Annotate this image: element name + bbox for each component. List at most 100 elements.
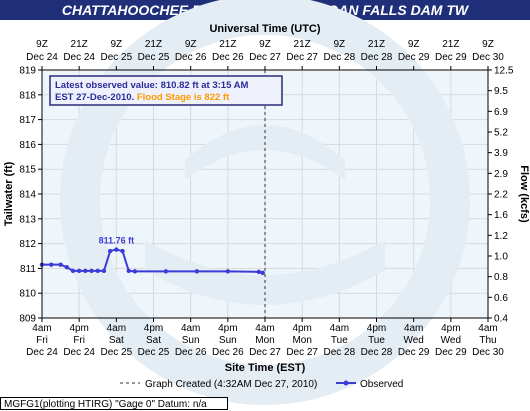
top-tick-label: 9Z <box>408 39 420 50</box>
y-left-tick-label: 810 <box>19 289 36 300</box>
observed-point <box>163 269 169 274</box>
observed-point <box>89 268 94 274</box>
top-tick-date: Dec 28 <box>323 52 355 63</box>
observed-point <box>101 268 107 274</box>
observed-point <box>49 262 54 267</box>
top-tick-date: Dec 24 <box>26 52 58 63</box>
bottom-tick-day: Fri <box>36 335 48 346</box>
top-tick-date: Dec 26 <box>212 52 244 63</box>
observed-point <box>107 248 113 254</box>
bottom-tick-day: Sun <box>182 335 200 346</box>
top-tick-label: 9Z <box>36 39 48 50</box>
y-left-label: Tailwater (ft) <box>3 161 15 226</box>
bottom-tick-date: Dec 29 <box>435 347 467 358</box>
observed-point <box>120 248 125 254</box>
observed-point <box>58 262 63 267</box>
bottom-tick-time: 4pm <box>441 323 460 334</box>
latest-value-legend: Latest observed value: 810.82 ft at 3:15… <box>49 75 283 106</box>
top-tick-date: Dec 28 <box>361 52 393 63</box>
top-tick-date: Dec 26 <box>175 52 207 63</box>
axes: 809 810 811 812 813 814 815 816 817 818 819 0.4 0.6 0… <box>19 39 514 358</box>
top-tick-label: 21Z <box>219 39 236 50</box>
observed-point <box>83 268 88 274</box>
top-tick-date: Dec 27 <box>249 52 281 63</box>
legend-date: EST 27-Dec-2010. <box>55 92 137 103</box>
bottom-tick-day: Fri <box>73 335 85 346</box>
top-tick-label: 9Z <box>110 39 122 50</box>
legend-latest-line1: Latest observed value: 810.82 ft at 3:15… <box>55 80 249 91</box>
bottom-tick-day: Sat <box>109 335 124 346</box>
bottom-axis-label: Site Time (EST) <box>225 362 306 374</box>
bottom-tick-date: Dec 27 <box>249 347 281 358</box>
bottom-tick-time: 4pm <box>292 323 311 334</box>
y-left-tick-label: 817 <box>19 115 36 126</box>
y-right-tick-label: 1.6 <box>494 210 508 221</box>
bottom-tick-date: Dec 30 <box>472 347 504 358</box>
bottom-tick-time: 4pm <box>144 323 163 334</box>
y-right-tick-label: 0.6 <box>494 293 508 304</box>
observed-point <box>260 270 265 276</box>
y-left-tick-label: 814 <box>19 190 36 201</box>
observed-point <box>76 268 82 274</box>
bottom-tick-time: 4am <box>255 323 274 334</box>
top-tick-date: Dec 25 <box>138 52 170 63</box>
bottom-tick-day: Mon <box>255 335 274 346</box>
bottom-tick-day: Tue <box>331 335 348 346</box>
watermark-ring <box>60 0 470 405</box>
top-tick-date: Dec 30 <box>472 52 504 63</box>
legend-latest-line2: EST 27-Dec-2010. Flood Stage is 822 ft <box>55 92 230 103</box>
bottom-tick-day: Wed <box>403 335 423 346</box>
y-left-tick-label: 811 <box>20 264 36 275</box>
top-tick-date: Dec 27 <box>286 52 318 63</box>
y-right-tick-label: 9.5 <box>494 86 508 97</box>
observed-point <box>64 264 69 270</box>
observed-point <box>132 269 138 274</box>
bottom-tick-time: 4pm <box>69 323 88 334</box>
legend-flood-stage: Flood Stage is 822 ft <box>137 92 230 103</box>
observed-point <box>126 268 131 274</box>
peak-label: 811.76 ft <box>99 236 135 246</box>
graph-created-legend-label: Graph Created (4:32AM Dec 27, 2010) <box>145 379 317 390</box>
bottom-tick-day: Mon <box>292 335 311 346</box>
y-right-tick-label: 1.2 <box>494 231 508 242</box>
bottom-tick-date: Dec 24 <box>63 347 95 358</box>
bottom-tick-date: Dec 29 <box>398 347 430 358</box>
observed-point <box>114 247 119 252</box>
bottom-tick-time: 4am <box>32 323 51 334</box>
bottom-tick-time: 4pm <box>367 323 386 334</box>
watermark-wave <box>145 240 385 305</box>
bottom-tick-date: Dec 25 <box>138 347 170 358</box>
observed-legend-marker <box>343 380 349 386</box>
top-tick-date: Dec 29 <box>435 52 467 63</box>
y-left-tick-label: 815 <box>19 165 36 176</box>
y-left-tick-label: 818 <box>19 90 36 101</box>
bottom-tick-date: Dec 26 <box>175 347 207 358</box>
bottom-tick-day: Thu <box>479 335 496 346</box>
bottom-tick-time: 4am <box>404 323 423 334</box>
observed-legend-label: Observed <box>360 379 403 390</box>
bottom-tick-day: Sun <box>219 335 237 346</box>
bottom-tick-date: Dec 28 <box>361 347 393 358</box>
y-right-tick-label: 1.0 <box>494 252 508 263</box>
y-right-tick-label: 2.9 <box>494 169 508 180</box>
bottom-tick-day: Sat <box>146 335 161 346</box>
bottom-tick-time: 4am <box>478 323 497 334</box>
y-left-tick-label: 816 <box>19 140 36 151</box>
observed-point <box>70 268 76 274</box>
bottom-tick-date: Dec 24 <box>26 347 58 358</box>
bottom-tick-time: 4am <box>181 323 200 334</box>
bottom-tick-time: 4am <box>107 323 126 334</box>
bottom-tick-date: Dec 26 <box>212 347 244 358</box>
top-tick-label: 21Z <box>442 39 459 50</box>
bottom-tick-date: Dec 25 <box>100 347 132 358</box>
y-left-tick-label: 819 <box>19 66 36 77</box>
axis-labels: Universal Time (UTC) Site Time (EST) Tailw… <box>3 23 530 374</box>
observed-series: 811.76 ft <box>39 70 266 318</box>
top-tick-label: 21Z <box>368 39 385 50</box>
y-left-tick-label: 809 <box>19 314 36 325</box>
bottom-tick-day: Tue <box>368 335 385 346</box>
y-left-tick-label: 812 <box>19 239 36 250</box>
footer-datum: MGFG1(plotting HTIRG) "Gage 0" Datum: n/… <box>0 397 228 410</box>
legend-box <box>49 75 283 106</box>
bottom-tick-date: Dec 27 <box>286 347 318 358</box>
